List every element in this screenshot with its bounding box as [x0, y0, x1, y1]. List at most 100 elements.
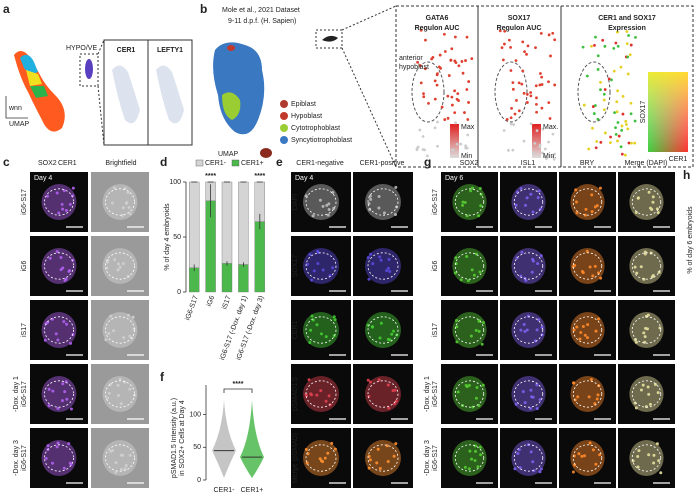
nucleus [319, 459, 323, 463]
cell-dot [617, 134, 621, 138]
cell-dot [509, 45, 512, 49]
cell-dot [435, 83, 439, 87]
nucleus [478, 270, 482, 274]
umap-a [5, 39, 193, 146]
nucleus [657, 270, 661, 274]
cell-dot [498, 29, 502, 33]
cell-dot [535, 96, 538, 100]
cell-dot [591, 126, 594, 130]
panel-label: h [683, 168, 690, 182]
significance: **** [205, 173, 216, 180]
cell-dot [552, 157, 556, 161]
cell-dot [543, 147, 547, 151]
nucleus [68, 202, 72, 206]
nucleus [324, 335, 328, 339]
nucleus [636, 465, 640, 469]
cell-dot [427, 101, 430, 105]
nucleus [585, 336, 589, 340]
nucleus [573, 263, 577, 267]
embryoid [303, 184, 339, 220]
row-label: CER1 [292, 321, 299, 340]
cell-dot [534, 46, 537, 50]
outline [572, 380, 603, 408]
nucleus [596, 393, 600, 397]
nucleus [315, 393, 319, 397]
row-condition: -Dox. day 1 [13, 376, 20, 412]
nucleus [537, 189, 541, 193]
cell-dot [535, 110, 538, 114]
nucleus [325, 203, 329, 207]
nucleus [375, 461, 379, 465]
nucleus [105, 396, 109, 400]
nucleus [469, 189, 473, 193]
nucleus [652, 453, 656, 457]
row-label: iG6-S17 [432, 445, 439, 471]
nucleus [113, 258, 117, 262]
nucleus [593, 402, 597, 406]
micrograph [559, 172, 616, 232]
nucleus [126, 191, 130, 195]
nucleus [394, 399, 398, 403]
embryoid [365, 440, 401, 476]
nucleus [453, 271, 457, 275]
cell-dot [513, 112, 517, 116]
cell-dot [418, 64, 422, 67]
cell-dot [465, 88, 469, 91]
nucleus [466, 279, 470, 283]
nucleus [104, 338, 108, 342]
nucleus [378, 255, 382, 259]
cell-dot [453, 89, 457, 93]
nucleus [532, 469, 536, 473]
micrographs [30, 172, 675, 488]
nucleus [378, 466, 382, 470]
nucleus [43, 338, 47, 342]
nucleus [474, 396, 478, 400]
row-label: iG6 [432, 260, 439, 271]
row-label: pSMAD1.5 [292, 377, 299, 411]
embryoid [303, 248, 339, 284]
nucleus [65, 397, 69, 401]
nucleus [331, 190, 335, 194]
scale-min: Min. [543, 153, 556, 160]
cell-dot [453, 35, 457, 39]
nucleus [540, 325, 544, 329]
cell-dot [435, 73, 439, 77]
cell-dot [460, 60, 464, 63]
row-label: SOX17 [292, 255, 299, 278]
cell-dot [603, 44, 607, 48]
nucleus [646, 385, 650, 389]
nucleus [523, 401, 527, 405]
row-label: iG6-S17 [21, 189, 28, 215]
cell-dot [614, 132, 618, 136]
subpanel-title: Regulon AUC [415, 25, 460, 32]
cell-dot [625, 30, 629, 33]
outline [513, 444, 544, 472]
cell-dot [507, 38, 511, 42]
nucleus [634, 340, 638, 344]
nucleus [310, 314, 314, 318]
cell-dot [594, 146, 598, 150]
nucleus [531, 259, 535, 263]
nucleus [644, 326, 648, 330]
subpanel-title: GATA6 [426, 15, 449, 22]
nucleus [116, 268, 120, 272]
nucleus [368, 458, 372, 462]
nucleus [535, 407, 539, 411]
cell-dot [616, 139, 619, 143]
nucleus [639, 265, 643, 269]
nucleus [572, 381, 576, 385]
nucleus [643, 252, 647, 256]
cell-dot [521, 69, 525, 73]
scale-max: Max. [543, 124, 558, 131]
embryoid [570, 376, 605, 412]
embryoid [570, 248, 605, 284]
micrograph [441, 364, 498, 424]
micrograph [30, 236, 88, 296]
nucleus [327, 202, 331, 206]
nucleus [656, 391, 660, 395]
nucleus [48, 256, 52, 260]
nucleus [394, 185, 398, 189]
nucleus [514, 402, 518, 406]
cell-dot [453, 59, 457, 63]
nucleus [463, 465, 467, 469]
